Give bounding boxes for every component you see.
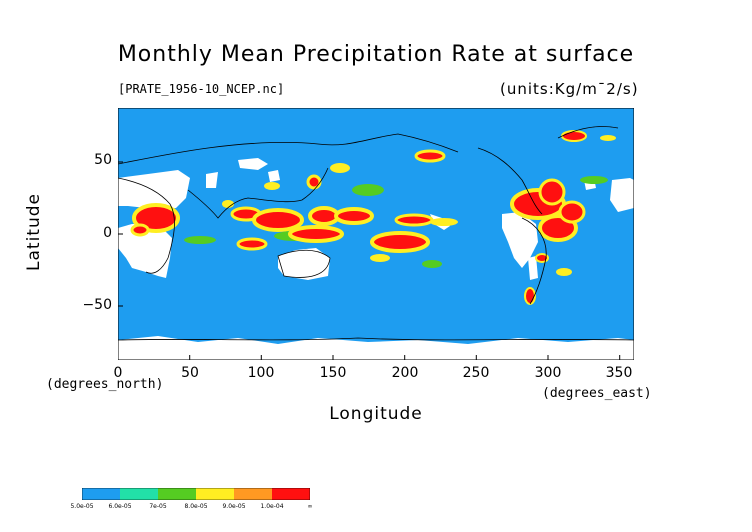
colorbar-swatch xyxy=(196,488,235,500)
map-title: Monthly Mean Precipitation Rate at surfa… xyxy=(117,42,635,67)
x-tick-label: 0 xyxy=(113,365,123,381)
precipitation-map xyxy=(118,108,634,360)
colorbar-swatch xyxy=(120,488,159,500)
patch-maritime-continent xyxy=(252,174,344,243)
colorbar-label: 8.0e-05 xyxy=(184,503,208,510)
colorbar-swatch xyxy=(158,488,197,500)
y-tick-label: −50 xyxy=(82,297,112,313)
file-label: [PRATE_1956-10_NCEP.nc] xyxy=(118,82,285,96)
colorbar-label: 6.0e-05 xyxy=(108,503,132,510)
colorbar-label: 7e-05 xyxy=(149,503,167,510)
precip-patches xyxy=(130,130,616,305)
missing-data-areas xyxy=(118,158,634,360)
y-tick-label: 0 xyxy=(103,225,112,241)
x-axis-unit: (degrees_east) xyxy=(542,386,652,401)
x-tick-label: 250 xyxy=(462,365,490,381)
colorbar-label: ∞ xyxy=(307,503,313,510)
patch-americas xyxy=(510,130,616,305)
patch-north-pacific xyxy=(330,149,446,173)
colorbar-swatch xyxy=(272,488,310,500)
coastlines xyxy=(118,126,634,341)
patch-indian-ocean xyxy=(184,200,268,251)
patch-africa xyxy=(130,203,180,237)
colorbar-label: 5.0e-05 xyxy=(70,503,94,510)
x-tick-label: 50 xyxy=(181,365,199,381)
x-tick-label: 150 xyxy=(319,365,347,381)
y-axis-label: Latitude xyxy=(24,193,44,271)
y-axis-unit: (degrees_north) xyxy=(46,377,164,392)
colorbar-label: 1.0e-04 xyxy=(260,503,284,510)
colorbar-swatch xyxy=(82,488,121,500)
colorbar-label: 9.0e-05 xyxy=(222,503,246,510)
y-tick-label: 50 xyxy=(94,152,112,168)
colorbar-swatch xyxy=(234,488,273,500)
x-tick-label: 200 xyxy=(391,365,419,381)
x-axis-label: Longitude xyxy=(329,404,423,424)
patch-west-pacific xyxy=(334,184,458,268)
x-tick-label: 100 xyxy=(247,365,275,381)
x-tick-label: 300 xyxy=(534,365,562,381)
units-label: (units:Kg/m¯2/s) xyxy=(500,80,639,98)
x-tick-label: 350 xyxy=(605,365,633,381)
colorbar xyxy=(82,488,310,500)
